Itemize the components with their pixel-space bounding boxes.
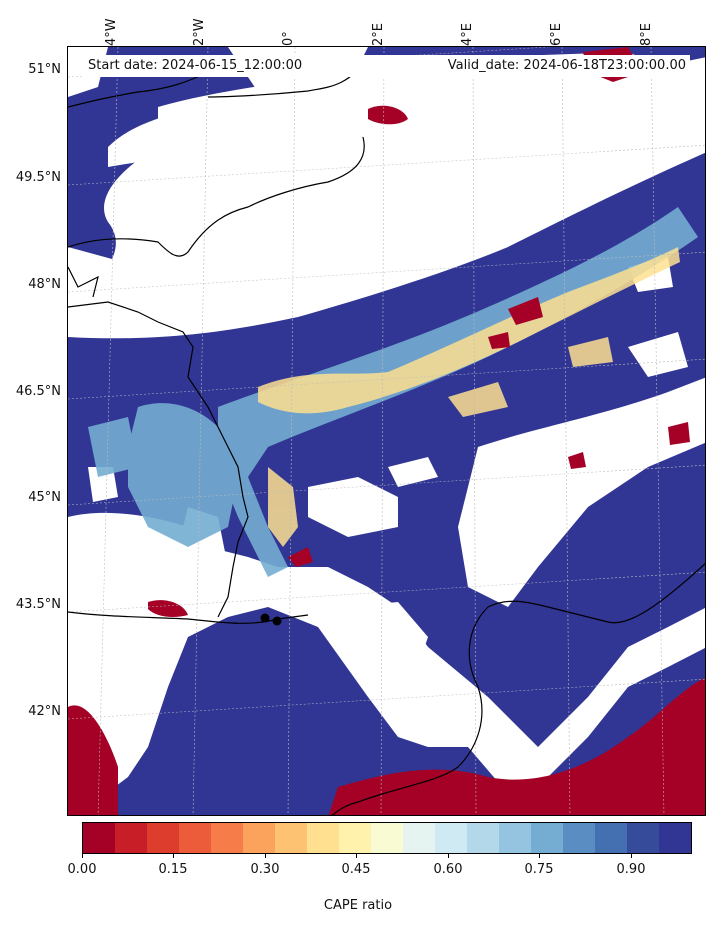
- coastline: [68, 56, 705, 815]
- colorbar-swatch: [659, 823, 691, 853]
- colorbar-swatch: [563, 823, 595, 853]
- date-header: Start date: 2024-06-15_12:00:00 Valid_da…: [82, 55, 690, 77]
- colorbar-tickmark: [265, 854, 266, 858]
- map-panel: [67, 46, 706, 816]
- graticule: [68, 47, 705, 815]
- colorbar-tick-label: 0.00: [67, 862, 97, 877]
- valid-date-text: Valid_date: 2024-06-18T23:00:00.00: [447, 58, 686, 73]
- lat-label: 43.5°N: [15, 597, 61, 612]
- lon-label: 2°E: [371, 23, 386, 46]
- colorbar-swatch: [435, 823, 467, 853]
- colorbar-swatch: [83, 823, 115, 853]
- colorbar-swatch: [371, 823, 403, 853]
- lat-label: 51°N: [28, 62, 61, 77]
- colorbar-tickmark: [173, 854, 174, 858]
- lon-label: 4°W: [104, 18, 119, 46]
- lat-label: 46.5°N: [15, 384, 61, 399]
- colorbar-tick-label: 0.75: [524, 862, 554, 877]
- colorbar-swatch: [115, 823, 147, 853]
- colorbar: [82, 822, 692, 854]
- colorbar-label: CAPE ratio: [323, 898, 393, 913]
- colorbar-swatch: [499, 823, 531, 853]
- cape-ratio-map: [68, 47, 705, 815]
- colorbar-swatch: [627, 823, 659, 853]
- colorbar-swatch: [147, 823, 179, 853]
- lat-label: 48°N: [28, 277, 61, 292]
- lon-label: 0°: [281, 31, 296, 46]
- colorbar-swatch: [179, 823, 211, 853]
- station-markers: [260, 613, 282, 626]
- colorbar-tick-label: 0.30: [250, 862, 280, 877]
- colorbar-swatch: [595, 823, 627, 853]
- colorbar-swatch: [403, 823, 435, 853]
- station-dot: [260, 613, 270, 623]
- start-date-text: Start date: 2024-06-15_12:00:00: [88, 58, 303, 73]
- lon-label: 2°W: [192, 18, 207, 46]
- colorbar-swatch: [531, 823, 563, 853]
- colorbar-tickmark: [539, 854, 540, 858]
- colorbar-swatch: [467, 823, 499, 853]
- colorbar-tick-label: 0.90: [616, 862, 646, 877]
- station-dot: [272, 616, 282, 626]
- colorbar-swatch: [243, 823, 275, 853]
- colorbar-tick-label: 0.15: [158, 862, 188, 877]
- lon-label: 4°E: [460, 23, 475, 46]
- colorbar-swatch: [275, 823, 307, 853]
- colorbar-tick-label: 0.60: [433, 862, 463, 877]
- colorbar-swatch: [211, 823, 243, 853]
- lat-label: 42°N: [28, 704, 61, 719]
- colorbar-tick-label: 0.45: [341, 862, 371, 877]
- lon-label: 6°E: [549, 23, 564, 46]
- lat-label: 49.5°N: [15, 170, 61, 185]
- colorbar-tickmark: [448, 854, 449, 858]
- masked-areas: [68, 47, 705, 807]
- lat-label: 45°N: [28, 490, 61, 505]
- colorbar-tickmark: [631, 854, 632, 858]
- colorbar-tickmark: [356, 854, 357, 858]
- colorbar-swatch: [307, 823, 339, 853]
- lon-label: 8°E: [639, 23, 654, 46]
- colorbar-swatch: [339, 823, 371, 853]
- colorbar-tickmark: [82, 854, 83, 858]
